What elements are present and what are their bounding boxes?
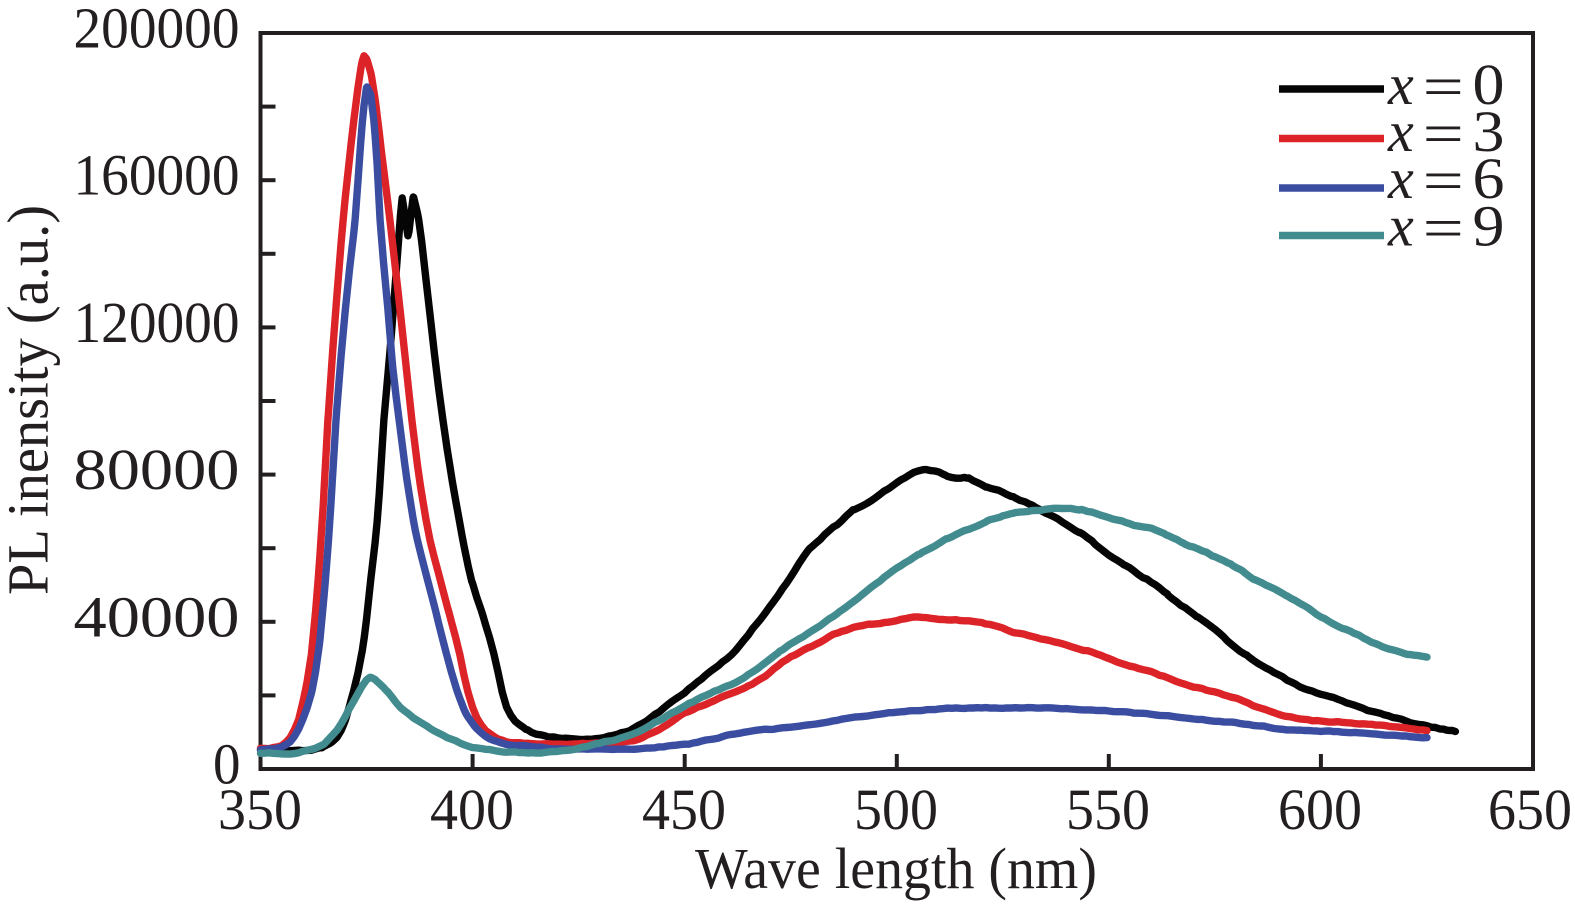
svg-text:40000: 40000 — [74, 584, 240, 649]
svg-text:200000: 200000 — [74, 0, 240, 61]
svg-text:6: 6 — [1473, 146, 1505, 211]
svg-text:160000: 160000 — [74, 143, 240, 208]
svg-text:3: 3 — [1473, 99, 1505, 164]
svg-text:PL inensity (a.u.): PL inensity (a.u.) — [0, 205, 61, 595]
svg-text:x: x — [1387, 99, 1414, 164]
svg-text:600: 600 — [1278, 777, 1362, 842]
svg-text:=: = — [1423, 148, 1464, 213]
svg-text:0: 0 — [1473, 52, 1505, 117]
svg-text:0: 0 — [213, 732, 241, 797]
svg-text:9: 9 — [1473, 194, 1505, 259]
svg-text:x: x — [1387, 52, 1414, 117]
svg-text:400: 400 — [430, 777, 514, 842]
svg-text:=: = — [1423, 54, 1464, 119]
svg-text:120000: 120000 — [74, 290, 240, 355]
svg-text:Wave length (nm): Wave length (nm) — [695, 836, 1097, 901]
svg-text:550: 550 — [1066, 777, 1150, 842]
svg-text:500: 500 — [854, 777, 938, 842]
svg-text:450: 450 — [642, 777, 726, 842]
svg-text:350: 350 — [218, 777, 302, 842]
svg-text:80000: 80000 — [74, 437, 240, 502]
svg-text:650: 650 — [1488, 777, 1572, 842]
svg-text:x: x — [1387, 194, 1414, 259]
svg-text:=: = — [1423, 196, 1464, 261]
svg-text:=: = — [1423, 101, 1464, 166]
svg-text:x: x — [1387, 146, 1414, 211]
